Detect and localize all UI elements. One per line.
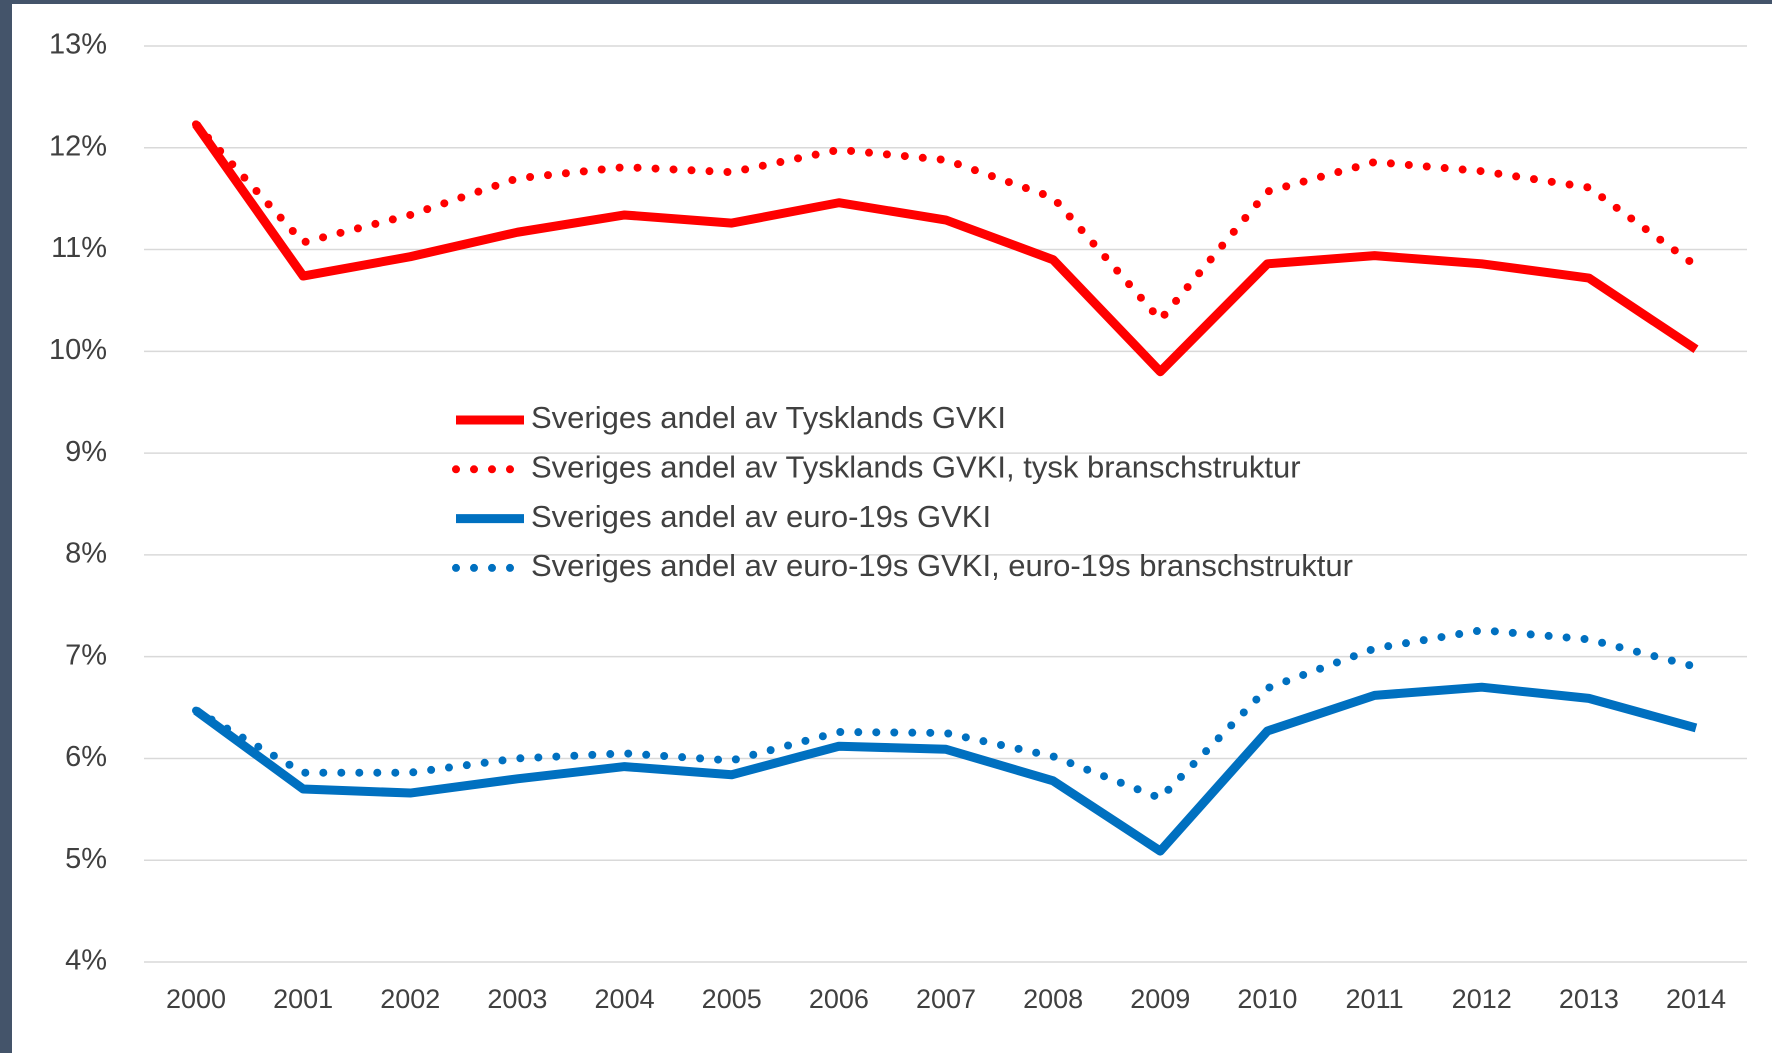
series-line xyxy=(193,682,1698,856)
legend-label: Sveriges andel av euro-19s GVKI, euro-19… xyxy=(531,548,1353,583)
x-tick-label: 2007 xyxy=(916,984,976,1014)
y-tick-label: 8% xyxy=(65,538,107,570)
x-tick-label: 2002 xyxy=(380,984,440,1014)
frame-top xyxy=(0,0,1772,4)
y-tick-label: 10% xyxy=(49,334,107,366)
series-line xyxy=(192,120,1700,326)
y-tick-label: 13% xyxy=(49,29,107,61)
y-tick-label: 5% xyxy=(65,843,107,875)
x-tick-label: 2008 xyxy=(1023,984,1083,1014)
x-tick-label: 2005 xyxy=(702,984,762,1014)
series-line xyxy=(192,121,1699,377)
y-tick-label: 6% xyxy=(65,741,107,773)
y-tick-label: 7% xyxy=(65,639,107,671)
y-tick-label: 4% xyxy=(65,945,107,977)
x-tick-label: 2012 xyxy=(1452,984,1512,1014)
frame-left xyxy=(0,0,12,1053)
y-tick-label: 11% xyxy=(51,232,107,264)
x-tick-label: 2003 xyxy=(487,984,547,1014)
series-line xyxy=(192,626,1700,803)
legend-label: Sveriges andel av euro-19s GVKI xyxy=(531,499,991,534)
x-tick-label: 2001 xyxy=(273,984,333,1014)
x-tick-label: 2013 xyxy=(1559,984,1619,1014)
y-tick-label: 12% xyxy=(49,130,107,162)
y-tick-label: 9% xyxy=(65,436,107,468)
x-tick-label: 2010 xyxy=(1237,984,1297,1014)
x-tick-label: 2009 xyxy=(1130,984,1190,1014)
x-tick-label: 2011 xyxy=(1346,984,1404,1014)
x-tick-label: 2006 xyxy=(809,984,869,1014)
x-tick-label: 2000 xyxy=(166,984,226,1014)
x-tick-label: 2004 xyxy=(595,984,655,1014)
legend-label: Sveriges andel av Tysklands GVKI, tysk b… xyxy=(531,449,1301,484)
legend-label: Sveriges andel av Tysklands GVKI xyxy=(531,400,1006,435)
x-tick-label: 2014 xyxy=(1666,984,1726,1014)
